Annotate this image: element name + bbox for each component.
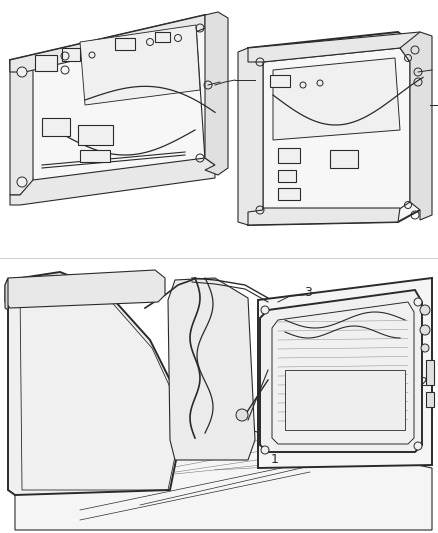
- Circle shape: [414, 442, 422, 450]
- Polygon shape: [260, 290, 422, 452]
- Polygon shape: [248, 32, 420, 225]
- Polygon shape: [248, 208, 400, 225]
- Text: 2: 2: [420, 376, 427, 389]
- Polygon shape: [248, 32, 420, 62]
- Bar: [155, 32, 170, 42]
- Bar: [42, 118, 70, 136]
- Polygon shape: [10, 15, 215, 195]
- Circle shape: [420, 305, 430, 315]
- Bar: [278, 188, 300, 200]
- Bar: [330, 150, 358, 168]
- Polygon shape: [238, 48, 263, 225]
- Bar: [426, 360, 434, 385]
- Bar: [78, 125, 113, 145]
- Circle shape: [414, 298, 422, 306]
- Bar: [35, 55, 57, 71]
- Circle shape: [236, 409, 248, 421]
- Polygon shape: [205, 12, 228, 175]
- Polygon shape: [168, 278, 255, 460]
- Polygon shape: [10, 158, 215, 205]
- Circle shape: [261, 306, 269, 314]
- Bar: [278, 170, 296, 182]
- Bar: [278, 148, 300, 163]
- Polygon shape: [8, 272, 180, 495]
- Polygon shape: [5, 270, 165, 308]
- Bar: [285, 370, 405, 430]
- Text: 1: 1: [271, 453, 279, 466]
- Polygon shape: [10, 60, 33, 195]
- Bar: [426, 392, 434, 407]
- Polygon shape: [15, 430, 432, 530]
- Bar: [80, 150, 110, 162]
- Circle shape: [17, 177, 27, 187]
- Text: 3: 3: [304, 286, 312, 298]
- Polygon shape: [400, 32, 432, 220]
- Polygon shape: [258, 278, 432, 468]
- Bar: [270, 75, 290, 87]
- Polygon shape: [10, 15, 205, 72]
- Bar: [62, 48, 80, 61]
- Bar: [115, 38, 135, 50]
- Circle shape: [421, 344, 429, 352]
- Polygon shape: [5, 278, 8, 310]
- Circle shape: [261, 446, 269, 454]
- Polygon shape: [80, 25, 200, 105]
- Circle shape: [17, 67, 27, 77]
- Polygon shape: [273, 58, 400, 140]
- Circle shape: [420, 325, 430, 335]
